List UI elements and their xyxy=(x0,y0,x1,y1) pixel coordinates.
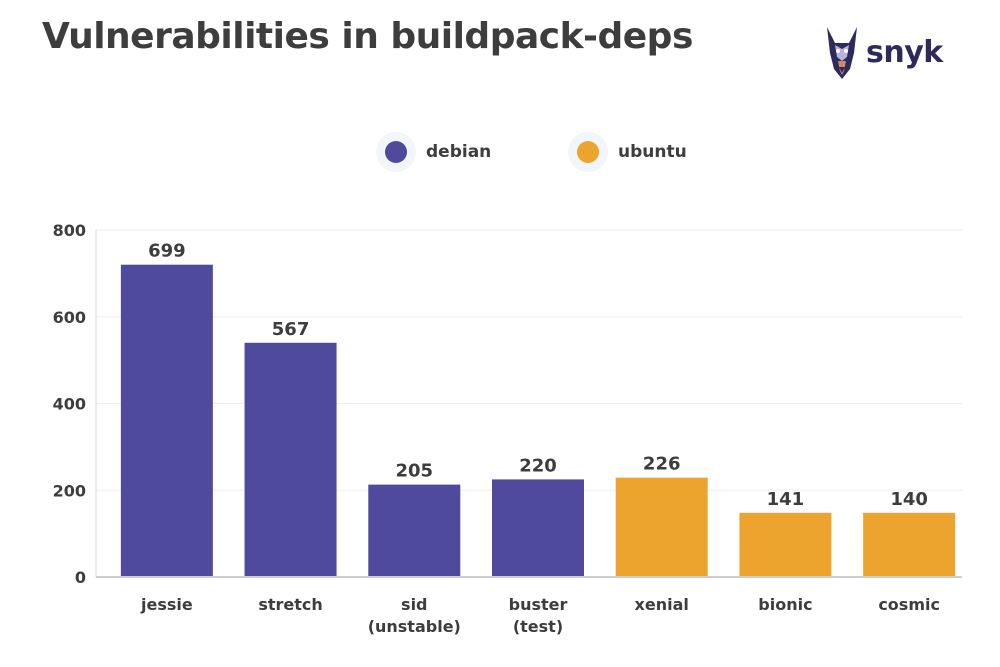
legend-item-debian: debian xyxy=(376,132,491,172)
x-tick-label: stretch xyxy=(258,595,322,614)
x-tick-label: sid (unstable) xyxy=(368,595,461,636)
bar-cosmic xyxy=(863,512,956,577)
data-label: 140 xyxy=(890,489,928,510)
y-tick-label: 600 xyxy=(53,308,86,327)
brand-name: snyk xyxy=(866,34,943,70)
x-tick-label: buster (test) xyxy=(509,595,568,636)
bar-xenial xyxy=(615,477,708,577)
x-tick-label: cosmic xyxy=(878,595,940,614)
data-label: 220 xyxy=(519,455,557,476)
doberman-logo-icon xyxy=(827,27,857,79)
legend-label-ubuntu: ubuntu xyxy=(618,142,687,162)
y-tick-label: 400 xyxy=(53,395,86,414)
bar-sid xyxy=(368,484,461,577)
y-tick-label: 800 xyxy=(53,221,86,240)
data-label: 699 xyxy=(148,241,186,262)
legend-swatch-ubuntu xyxy=(577,141,599,163)
data-label: 141 xyxy=(767,489,805,510)
bar-buster xyxy=(492,479,584,577)
legend-dot-ring xyxy=(568,132,608,172)
data-label: 205 xyxy=(395,461,433,482)
x-tick-label: jessie xyxy=(140,595,193,614)
legend-label-debian: debian xyxy=(426,142,492,162)
data-label: 226 xyxy=(643,454,681,475)
bar-bionic xyxy=(739,512,832,577)
chart-legend: debian ubuntu xyxy=(0,132,1000,172)
data-label: 567 xyxy=(272,319,310,340)
x-tick-label: xenial xyxy=(635,595,689,614)
legend-swatch-debian xyxy=(385,141,407,163)
legend-item-ubuntu: ubuntu xyxy=(568,132,687,172)
page-title: Vulnerabilities in buildpack-deps xyxy=(42,16,693,57)
bar-stretch xyxy=(244,342,337,577)
x-tick-label: bionic xyxy=(758,595,812,614)
bar-jessie xyxy=(120,264,213,577)
legend-dot-ring xyxy=(376,132,416,172)
y-tick-label: 200 xyxy=(53,481,86,500)
brand-logo: snyk xyxy=(824,22,944,82)
y-tick-label: 0 xyxy=(75,568,86,587)
